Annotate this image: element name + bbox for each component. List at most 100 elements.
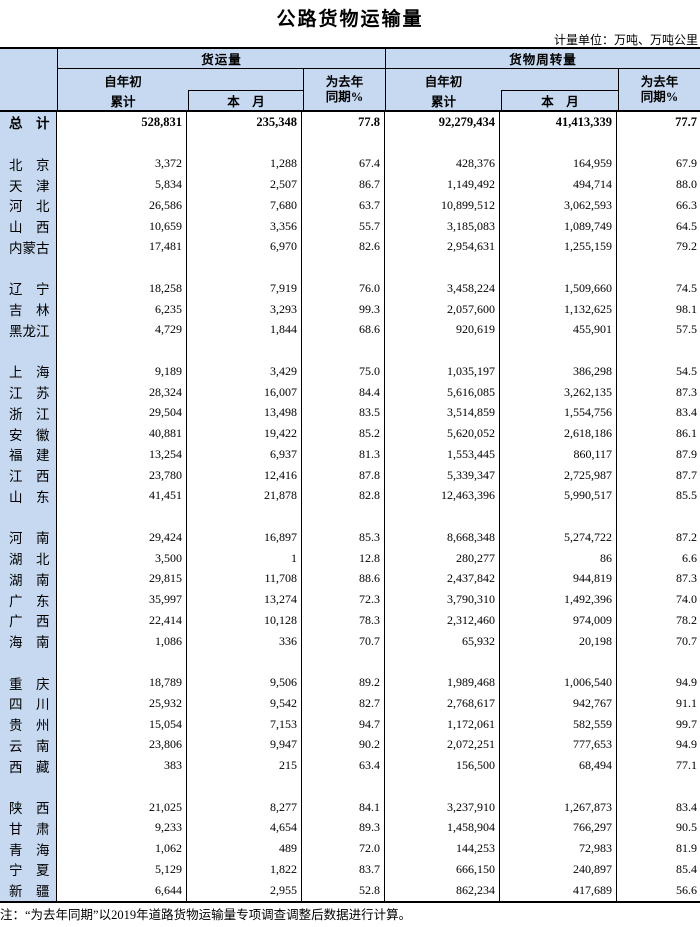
freight-cum-wrap: 自年初 累计 本 月 (58, 69, 303, 110)
freight-cum-line1-row: 自年初 (58, 69, 303, 90)
value-cell: 87.7 (676, 467, 697, 482)
value-cell: 83.7 (302, 859, 385, 880)
value-cell: 10,899,512 (385, 195, 500, 216)
value-cell: 29,504 (57, 402, 187, 424)
table-row: 山 东 41,451 21,878 82.8 12,463,396 5,990,517 85… (0, 485, 700, 507)
turnover-cum-line1: 自年初 (424, 75, 463, 89)
province-label: 陕 西 (0, 796, 57, 818)
value-cell: 1,006,540 (500, 672, 617, 693)
table-row: 安 徽 40,881 19,422 85.2 5,620,052 2,618,186 86.… (0, 423, 700, 444)
value-cell: 88.0 (676, 177, 697, 192)
value-cell (500, 776, 617, 797)
value-cell: 5,990,517 (500, 485, 617, 507)
value-cell: 13,274 (187, 589, 302, 610)
value-cell: 52.8 (302, 879, 385, 901)
freight-month-header: 本 月 (188, 90, 303, 110)
value-cell: 41,451 (57, 485, 187, 507)
table-row: 河 北 26,586 7,680 63.7 10,899,512 3,062,593 66.… (0, 195, 700, 216)
value-cell: 28,324 (57, 381, 187, 403)
value-cell: 87.2 (676, 529, 697, 544)
value-cell: 99.3 (302, 298, 385, 320)
value-cell: 74.5 (676, 280, 697, 295)
table-row: 陕 西 21,025 8,277 84.1 3,237,910 1,267,873 83.4 (0, 796, 700, 818)
value-cell: 9,189 (57, 361, 187, 382)
province-label (0, 651, 57, 673)
turnover-yoy-header: 为去年 同期% (618, 69, 700, 110)
value-cell: 1,172,061 (385, 713, 500, 735)
value-cell: 87.3 (676, 571, 697, 586)
province-label: 江 苏 (0, 381, 57, 403)
value-cell: 54.5 (676, 363, 697, 378)
value-cell (302, 651, 385, 673)
value-cell: 72,983 (500, 838, 617, 859)
value-cell: 582,559 (500, 713, 617, 735)
value-cell: 87.9 (676, 446, 697, 461)
table-body: 总 计 528,831 235,348 77.8 92,279,434 41,413,33… (0, 112, 700, 901)
value-cell (302, 257, 385, 278)
value-cell: 489 (187, 838, 302, 859)
table-row: 广 西 22,414 10,128 78.3 2,312,460 974,009 78.2 (0, 610, 700, 631)
value-cell: 455,901 (500, 319, 617, 341)
value-cell: 12.8 (302, 547, 385, 569)
value-cell: 944,819 (500, 568, 617, 590)
value-cell: 240,897 (500, 859, 617, 880)
value-cell: 4,654 (187, 817, 302, 839)
spacer-row (0, 651, 700, 673)
value-cell: 29,815 (57, 568, 187, 590)
value-cell: 85.4 (676, 861, 697, 876)
turnover-cum-line2: 累计 (430, 94, 456, 109)
value-cell (57, 340, 187, 361)
value-cell: 2,072,251 (385, 734, 500, 756)
spacer-row (0, 340, 700, 361)
footnote: 注：“为去年同期”以2019年道路货物运输量专项调查调整后数据进行计算。 (0, 907, 412, 922)
value-cell: 5,834 (57, 174, 187, 195)
turnover-yoy-line1: 为去年 (640, 74, 679, 89)
value-cell (385, 651, 500, 673)
value-cell: 72.0 (302, 838, 385, 859)
province-label: 总 计 (0, 112, 57, 133)
value-cell: 7,919 (187, 278, 302, 299)
value-cell: 920,619 (385, 319, 500, 341)
value-cell: 9,233 (57, 817, 187, 839)
value-cell: 1,062 (57, 838, 187, 859)
table-row: 海 南 1,086 336 70.7 65,932 20,198 70.7 (0, 630, 700, 652)
unit-note: 计量单位：万吨、万吨公里 (553, 33, 698, 47)
table-row: 宁 夏 5,129 1,822 83.7 666,150 240,897 85.4 (0, 859, 700, 880)
header-label-spacer (0, 49, 57, 110)
value-cell: 63.7 (302, 195, 385, 216)
value-cell: 57.5 (676, 322, 697, 337)
value-cell: 2,954,631 (385, 236, 500, 258)
page-title: 公路货物运输量 (276, 9, 424, 30)
value-cell: 98.1 (676, 301, 697, 316)
value-cell (187, 506, 302, 527)
province-label: 山 东 (0, 485, 57, 507)
value-cell: 55.7 (302, 215, 385, 237)
value-cell: 75.0 (302, 361, 385, 382)
value-cell: 5,339,347 (385, 464, 500, 486)
value-cell: 70.7 (676, 633, 697, 648)
value-cell (617, 133, 700, 154)
turnover-cum-line2-row: 累计 本 月 (386, 90, 618, 110)
freight-cum-line2: 累计 (110, 94, 136, 109)
value-cell: 16,007 (187, 381, 302, 403)
value-cell: 1,288 (187, 153, 302, 175)
value-cell (617, 506, 700, 527)
value-cell: 164,959 (500, 153, 617, 175)
spacer-row (0, 257, 700, 278)
value-cell: 83.5 (302, 402, 385, 424)
value-cell: 23,780 (57, 464, 187, 486)
value-cell: 666,150 (385, 859, 500, 880)
value-cell: 22,414 (57, 610, 187, 631)
value-cell (187, 651, 302, 673)
value-cell: 3,372 (57, 153, 187, 175)
value-cell: 494,714 (500, 174, 617, 195)
value-cell: 15,054 (57, 713, 187, 735)
value-cell: 5,129 (57, 859, 187, 880)
value-cell: 2,768,617 (385, 693, 500, 714)
value-cell: 1,509,660 (500, 278, 617, 299)
header-group-turnover: 货物周转量 自年初 累计 本 月 为去年 同期% (385, 49, 700, 110)
value-cell: 3,237,910 (385, 796, 500, 818)
turnover-cum-line1-row: 自年初 (386, 69, 618, 90)
value-cell: 974,009 (500, 610, 617, 631)
